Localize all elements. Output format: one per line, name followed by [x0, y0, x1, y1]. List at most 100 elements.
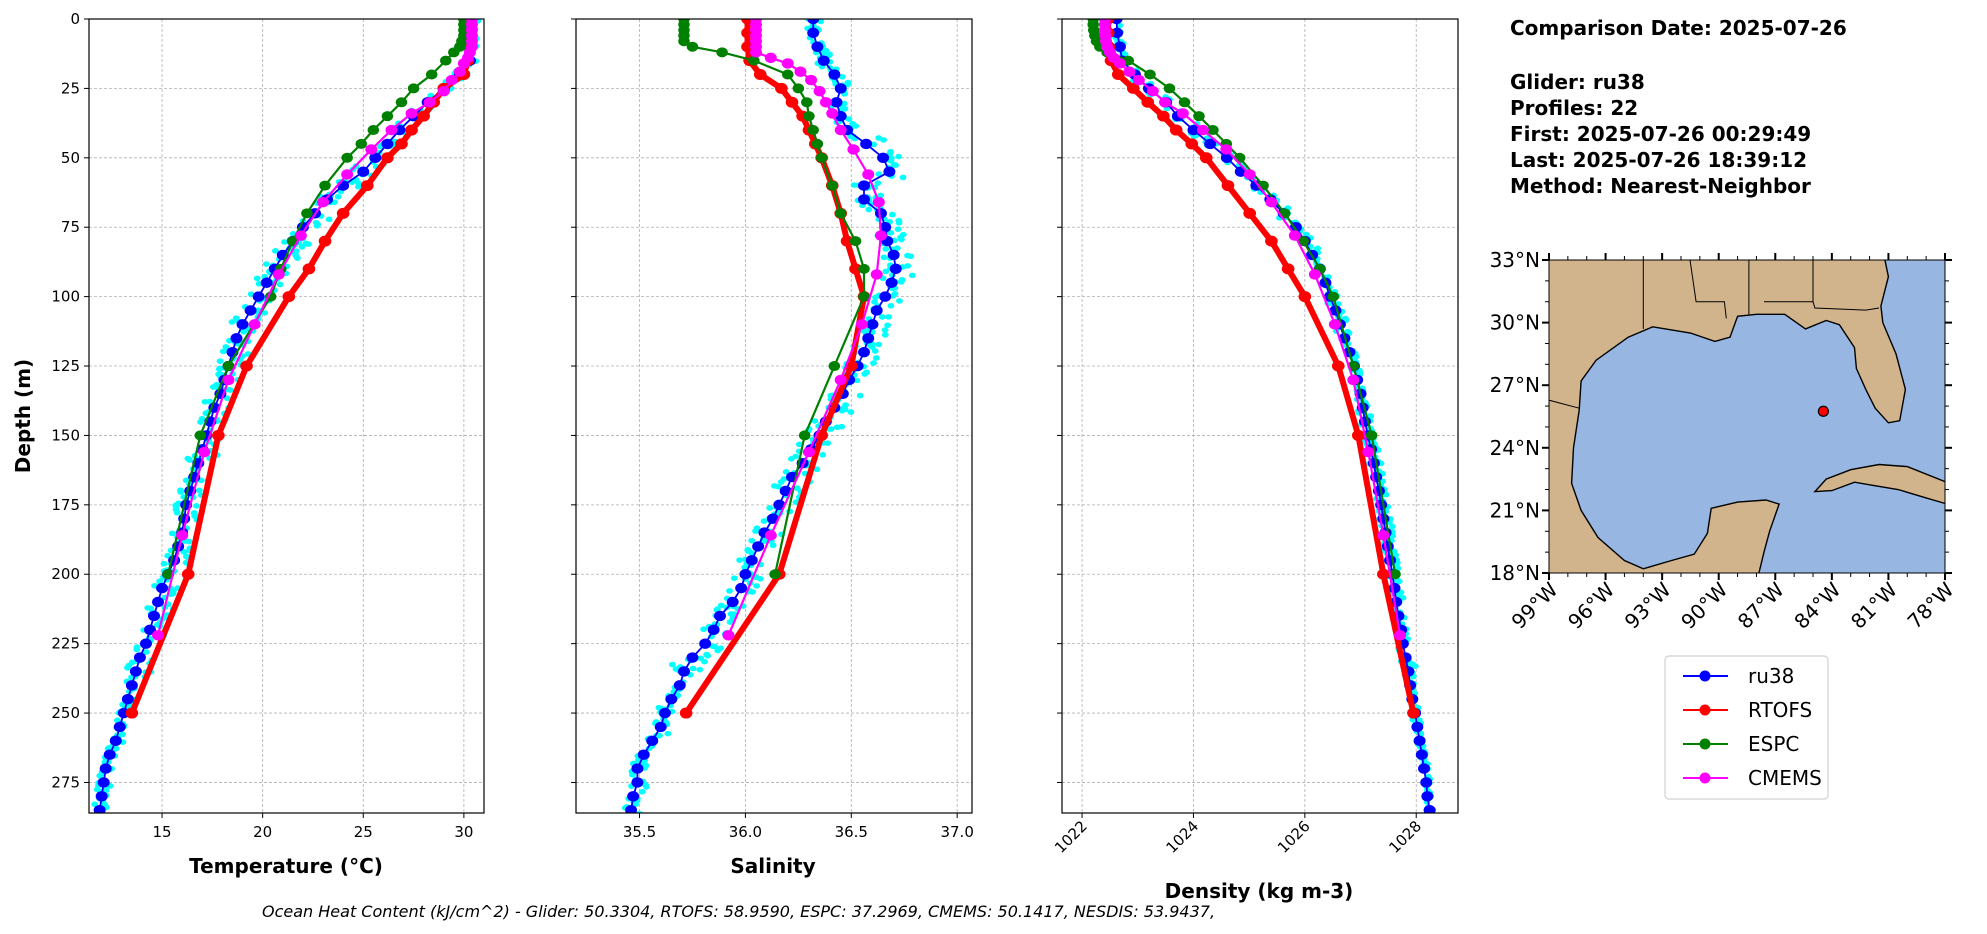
series-point-ESPC	[407, 83, 420, 94]
series-point-ru38	[1421, 791, 1434, 802]
series-point-ru38	[1111, 27, 1124, 39]
x-tick-label: 30	[454, 823, 473, 841]
glider-profile-point	[1114, 12, 1121, 18]
series-point-ru38	[230, 333, 243, 344]
glider-profile-point	[1395, 578, 1403, 585]
series-point-ru38	[627, 791, 640, 802]
series-point-ru38	[1423, 805, 1436, 813]
series-point-ru38	[752, 541, 765, 552]
lat-tick-label: 33°N	[1490, 248, 1540, 272]
glider-profile-point	[240, 328, 248, 335]
glider-profile-point	[736, 557, 744, 563]
series-ESPC	[678, 19, 870, 580]
series-point-ru38	[103, 749, 116, 760]
glider-profile-point	[813, 466, 821, 473]
series-point-ru38	[381, 138, 394, 150]
series-point-RTOFS	[1265, 235, 1278, 247]
series-point-ru38	[889, 263, 902, 275]
glider-profile-point	[853, 377, 861, 384]
series-point-ru38	[1204, 138, 1217, 150]
glider-profile-point	[861, 371, 869, 377]
series-point-ru38	[625, 805, 638, 813]
series-point-ESPC	[1365, 430, 1378, 441]
series-point-ru38	[143, 624, 156, 635]
series-point-CMEMS	[794, 66, 807, 77]
y-tick-label: 275	[51, 773, 80, 791]
x-tick-label: 36.5	[835, 823, 868, 841]
legend-label: CMEMS	[1748, 766, 1822, 790]
series-point-ru38	[646, 735, 659, 747]
glider-profile-point	[867, 342, 874, 349]
series-point-RTOFS	[1141, 96, 1155, 108]
series-point-CMEMS	[1220, 144, 1233, 155]
lon-tick-label: 93°W	[1620, 577, 1676, 633]
x-tick-label: 35.5	[623, 823, 656, 841]
series-point-ru38	[125, 680, 138, 691]
glider-profile-point	[713, 606, 721, 612]
glider-profile-point	[850, 182, 858, 188]
series-point-CMEMS	[862, 169, 875, 180]
glider-profile-point	[845, 116, 853, 122]
glider-profile-point	[897, 236, 905, 243]
glider-profile-point	[810, 11, 817, 17]
glider-profile-point	[232, 315, 240, 321]
series-point-ESPC	[1178, 97, 1191, 108]
series-point-ESPC	[319, 180, 331, 191]
glider-profile-point	[782, 469, 790, 475]
series-point-RTOFS	[405, 124, 418, 136]
legend-entry-RTOFS: RTOFS	[1683, 698, 1812, 722]
series-point-RTOFS	[302, 263, 316, 275]
lon-tick-label: 90°W	[1676, 577, 1732, 633]
state-border	[1812, 301, 1880, 311]
series-point-ru38	[699, 638, 712, 649]
series-point-ru38	[665, 693, 678, 705]
series-point-ru38	[236, 319, 249, 330]
glider-profile-point	[177, 489, 185, 495]
glider-profile-point	[811, 418, 819, 424]
series-point-ESPC	[782, 69, 794, 80]
glider-profile-point	[354, 183, 362, 190]
glider-profile-point	[748, 537, 756, 544]
series-point-ru38	[883, 166, 896, 177]
glider-profile-point	[865, 206, 873, 213]
series-point-ru38	[879, 291, 892, 302]
series-point-ru38	[1413, 735, 1426, 747]
series-point-ru38	[1388, 582, 1401, 594]
glider-profile-point	[881, 327, 889, 333]
series-point-ru38	[779, 485, 792, 497]
series-point-ru38	[99, 763, 112, 774]
series-point-RTOFS	[1377, 568, 1390, 580]
glider-profile-point	[262, 261, 270, 267]
glider-profile-point	[889, 211, 896, 218]
series-point-RTOFS	[785, 96, 799, 108]
last-time: Last: 2025-07-26 18:39:12	[1510, 148, 1807, 172]
glider-profile-point	[1356, 370, 1364, 376]
glider-profile-point	[890, 162, 898, 168]
land-cuba	[1813, 463, 1945, 505]
lat-tick-label: 24°N	[1490, 436, 1540, 460]
plot-area	[91, 19, 482, 813]
axes-frame	[88, 18, 485, 814]
glider-profile-point	[1115, 10, 1122, 16]
y-tick-label: 175	[51, 496, 80, 514]
series-point-ru38	[817, 55, 830, 66]
legend-entry-ESPC: ESPC	[1683, 732, 1799, 756]
series-point-CMEMS	[1377, 530, 1390, 541]
series-point-ESPC	[1144, 69, 1156, 80]
legend-entry-CMEMS: CMEMS	[1683, 766, 1822, 790]
series-point-ESPC	[858, 263, 870, 274]
x-axis-label: Density (kg m-3)	[1165, 879, 1354, 903]
series-point-CMEMS	[819, 97, 832, 108]
series-point-RTOFS	[381, 152, 394, 164]
series-point-RTOFS	[1157, 110, 1170, 122]
glider-profile-point	[201, 399, 209, 405]
series-point-ru38	[877, 152, 890, 164]
profile-panels: 15 20 25 30 0 25 50 75 100 125 150 175 200 225 250 275 T…	[11, 10, 1459, 903]
series-point-ESPC	[716, 47, 728, 58]
legend-label: ESPC	[1748, 732, 1799, 756]
series-point-CMEMS	[764, 52, 777, 64]
series-point-ru38	[97, 777, 110, 788]
series-point-RTOFS	[1111, 69, 1125, 81]
series-point-CMEMS	[722, 630, 735, 641]
series-point-RTOFS	[1221, 180, 1235, 192]
